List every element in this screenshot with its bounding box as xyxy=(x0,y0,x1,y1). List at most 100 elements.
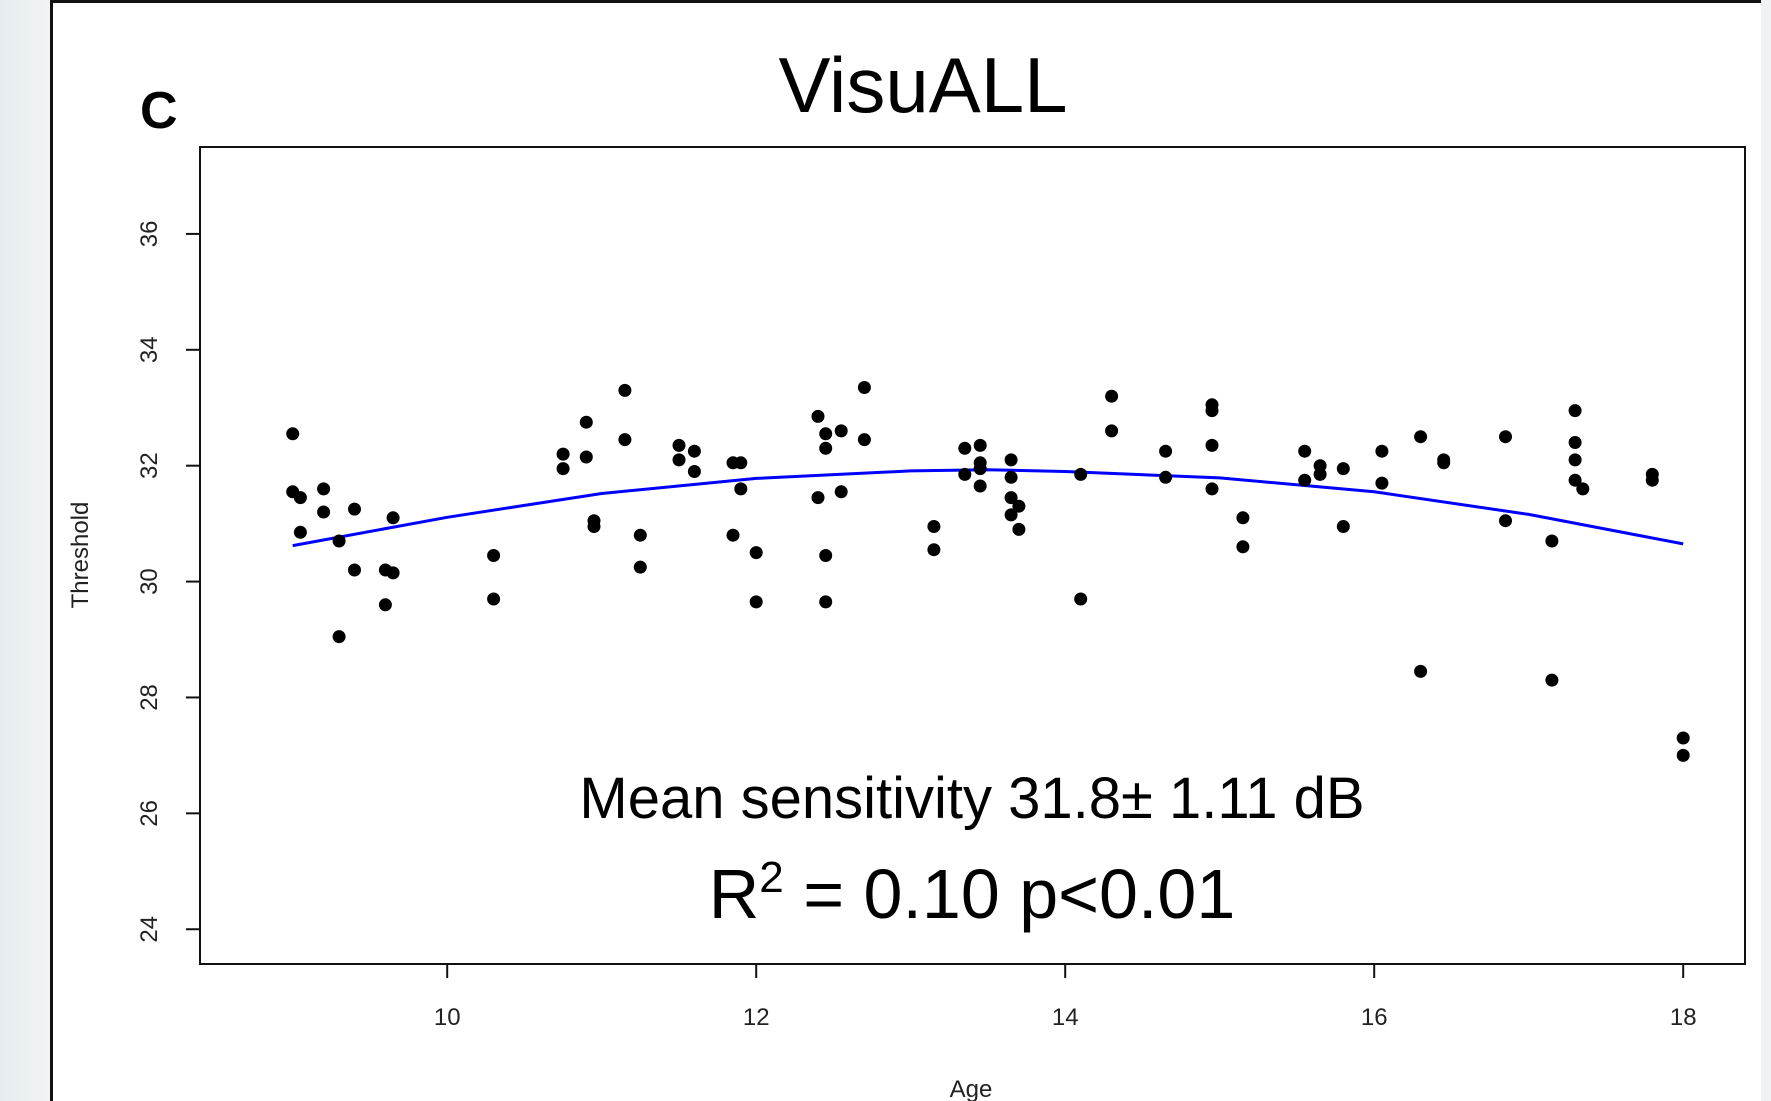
data-point xyxy=(834,485,848,499)
x-tick-label: 14 xyxy=(1052,1004,1079,1031)
data-point xyxy=(1004,491,1018,505)
data-point xyxy=(734,482,748,496)
data-point xyxy=(633,528,647,542)
data-point xyxy=(1568,473,1582,487)
data-point xyxy=(927,520,941,533)
data-point xyxy=(579,450,593,464)
data-point xyxy=(1568,404,1582,418)
r-value-text: = 0.10 p<0.01 xyxy=(784,855,1236,933)
data-point xyxy=(672,453,686,467)
data-point xyxy=(958,467,972,481)
data-point xyxy=(1336,462,1350,476)
data-point xyxy=(819,595,833,609)
r-symbol: R xyxy=(709,855,760,933)
plot-box xyxy=(199,146,1746,965)
data-point xyxy=(1236,540,1250,554)
data-point xyxy=(1414,664,1428,678)
data-point xyxy=(1074,467,1088,481)
data-point xyxy=(927,543,941,557)
data-point xyxy=(293,491,307,505)
data-point xyxy=(332,534,346,548)
data-point xyxy=(1375,444,1389,458)
data-point xyxy=(857,381,871,394)
y-tick-label: 34 xyxy=(136,336,163,363)
frame-top-border xyxy=(50,0,1771,3)
data-point xyxy=(819,441,833,455)
data-point xyxy=(1568,453,1582,467)
data-point xyxy=(1545,673,1559,687)
data-point xyxy=(1012,522,1026,536)
data-point xyxy=(687,465,701,478)
data-point xyxy=(1012,499,1026,513)
data-point xyxy=(618,383,632,397)
data-point xyxy=(1205,438,1219,452)
data-point xyxy=(687,444,701,458)
data-point xyxy=(958,441,972,455)
data-point xyxy=(811,491,825,505)
data-point xyxy=(1105,389,1119,403)
data-point xyxy=(348,563,361,577)
data-point xyxy=(1576,482,1590,496)
data-point xyxy=(1568,436,1582,449)
data-point xyxy=(293,525,307,539)
data-point xyxy=(587,520,601,533)
data-point xyxy=(556,447,570,461)
x-tick-label: 12 xyxy=(743,1004,770,1031)
data-point xyxy=(672,438,686,452)
data-point xyxy=(1499,430,1512,444)
data-point xyxy=(1205,482,1219,496)
data-point xyxy=(556,462,570,476)
y-tick-label: 28 xyxy=(136,684,163,711)
data-point xyxy=(1375,476,1389,490)
x-tick-label: 10 xyxy=(434,1004,461,1031)
x-tick-label: 16 xyxy=(1361,1004,1388,1031)
y-tick-label: 30 xyxy=(136,568,163,595)
data-point xyxy=(1676,748,1690,762)
data-point xyxy=(1074,592,1088,606)
data-point xyxy=(1414,430,1428,444)
data-point xyxy=(1004,453,1018,467)
data-point xyxy=(1159,444,1173,458)
data-point xyxy=(749,595,763,609)
data-point xyxy=(487,549,501,562)
data-point xyxy=(1437,456,1451,470)
annotation-r-squared: R2 = 0.10 p<0.01 xyxy=(709,853,1236,933)
x-axis-title: Age xyxy=(950,1076,993,1101)
data-point xyxy=(811,409,825,423)
data-point xyxy=(487,592,501,606)
data-point xyxy=(317,482,331,496)
data-point xyxy=(386,511,400,525)
data-point xyxy=(386,566,400,580)
data-point xyxy=(1205,404,1219,418)
data-point xyxy=(1313,467,1327,481)
frame-left-border xyxy=(50,0,53,1101)
data-point xyxy=(734,456,748,470)
panel-label: C xyxy=(140,82,178,140)
data-point xyxy=(973,438,987,452)
right-margin-strip xyxy=(1761,0,1771,1101)
data-point xyxy=(819,549,833,562)
chart-title: VisuALL xyxy=(778,41,1067,129)
y-tick-label: 26 xyxy=(136,800,163,827)
data-point xyxy=(857,433,871,447)
data-point xyxy=(749,546,763,560)
data-point xyxy=(1676,731,1690,745)
y-tick-label: 24 xyxy=(136,916,163,943)
y-tick-label: 36 xyxy=(136,221,163,248)
data-point xyxy=(834,424,848,438)
r-superscript: 2 xyxy=(759,853,783,902)
data-point xyxy=(1236,511,1250,525)
data-point xyxy=(1004,508,1018,522)
data-point xyxy=(618,433,632,447)
data-point xyxy=(317,505,331,519)
data-point xyxy=(973,462,987,476)
data-point xyxy=(1336,520,1350,533)
data-point xyxy=(633,560,647,574)
data-point xyxy=(1004,470,1018,484)
data-point xyxy=(973,479,987,493)
x-tick-label: 18 xyxy=(1670,1004,1697,1031)
data-point xyxy=(1105,424,1119,438)
x-axis: 10 12 14 16 18 xyxy=(434,964,1697,1031)
data-point xyxy=(579,415,593,429)
